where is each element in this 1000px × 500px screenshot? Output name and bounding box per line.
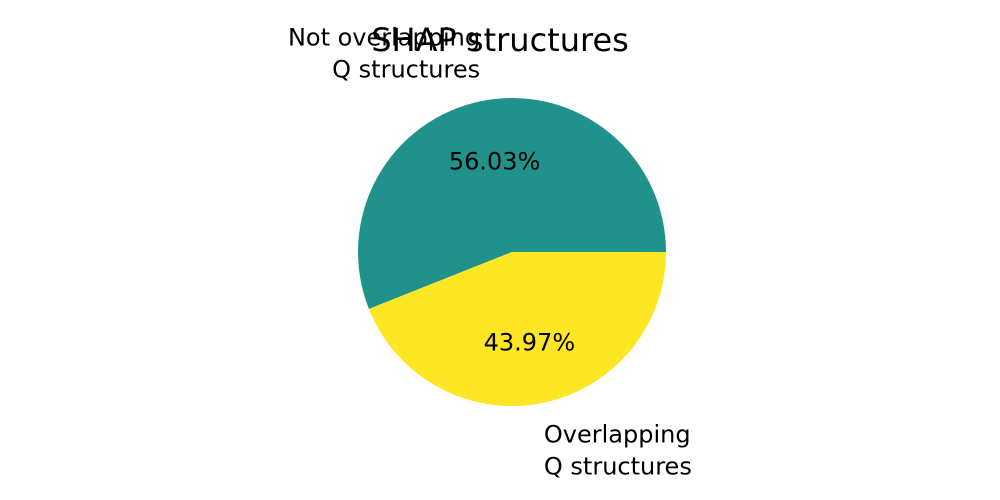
pie-slice-1 <box>357 97 666 309</box>
slice-category-label-1: Not overlapping Q structures <box>288 24 480 84</box>
slice-category-label-2: Overlapping Q structures <box>544 420 692 480</box>
slice-value-label-1: 56.03% <box>449 147 541 175</box>
pie-slice-2 <box>368 252 666 406</box>
chart-title: SHAP structures <box>371 21 629 59</box>
slice-value-label-2: 43.97% <box>484 329 576 357</box>
